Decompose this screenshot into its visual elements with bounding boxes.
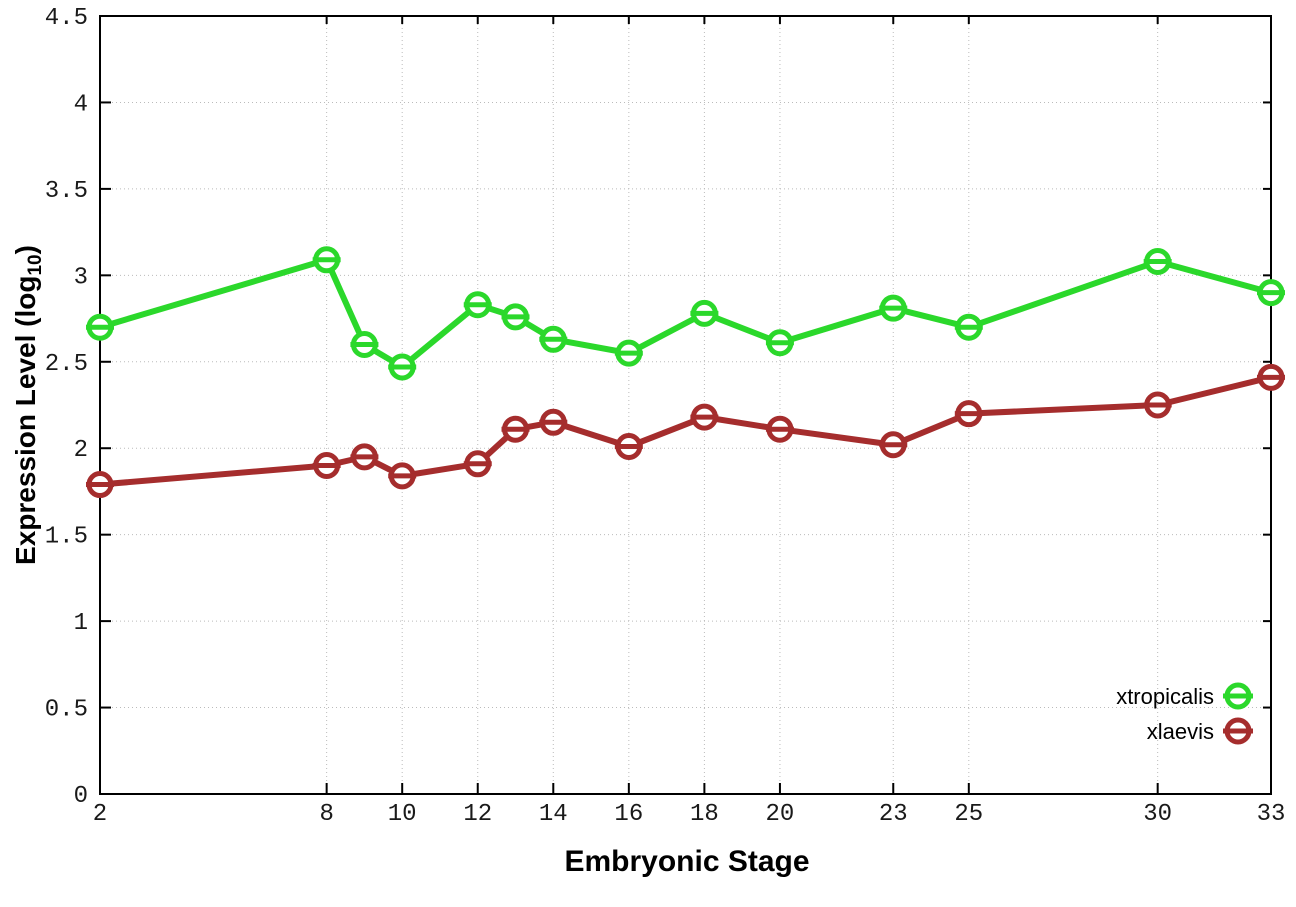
- x-tick-label: 14: [539, 801, 568, 828]
- legend-label-xtropicalis: xtropicalis: [1116, 684, 1214, 709]
- x-tick-label: 30: [1143, 801, 1172, 828]
- y-tick-label: 3: [74, 264, 88, 291]
- x-tick-label: 16: [614, 801, 643, 828]
- series-line-xtropicalis: [97, 256, 1274, 370]
- plot-border: [99, 15, 1272, 795]
- y-tick-label: 4: [74, 91, 88, 118]
- x-tick-label: 8: [319, 801, 333, 828]
- y-tick-label: 4.5: [45, 5, 88, 32]
- x-tick-label: 33: [1257, 801, 1286, 828]
- y-tick-label: 3.5: [45, 178, 88, 205]
- y-axis-label-subscript: 10: [25, 254, 46, 276]
- y-tick-label: 0: [74, 783, 88, 810]
- x-tick-label: 18: [690, 801, 719, 828]
- y-tick-label: 2: [74, 437, 88, 464]
- series-line-xlaevis: [97, 374, 1274, 488]
- y-axis-label: Expression Level (log10): [10, 245, 46, 565]
- y-tick-label: 0.5: [45, 697, 88, 724]
- x-tick-label: 2: [93, 801, 107, 828]
- x-tick-label: 23: [879, 801, 908, 828]
- legend-label-xlaevis: xlaevis: [1147, 719, 1214, 744]
- y-tick-label: 2.5: [45, 351, 88, 378]
- x-axis-label: Embryonic Stage: [564, 845, 810, 878]
- x-tick-label: 20: [766, 801, 795, 828]
- y-tick-label: 1.5: [45, 524, 88, 551]
- x-tick-label: 12: [463, 801, 492, 828]
- y-tick-label: 1: [74, 610, 88, 637]
- x-tick-label: 25: [954, 801, 983, 828]
- y-axis-label-text: Expression Level (log: [10, 275, 41, 565]
- x-tick-label: 10: [388, 801, 417, 828]
